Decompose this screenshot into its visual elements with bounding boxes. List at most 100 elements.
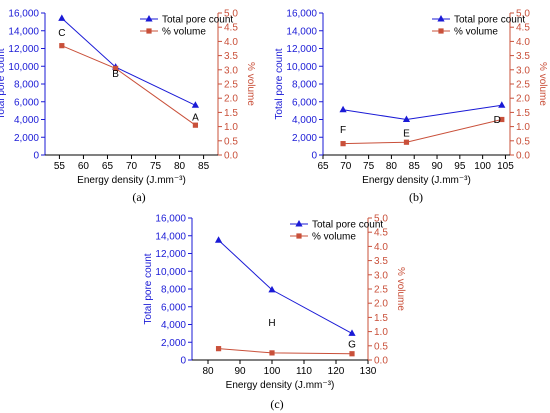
y-tick-label-left: 4,000 [292,115,317,126]
data-point-volume [269,350,275,356]
y-tick-label-right: 3.5 [224,51,238,62]
y-tick-label-right: 0.0 [516,151,530,162]
x-tick-label: 110 [296,366,312,377]
y-tick-label-left: 0 [33,151,39,162]
y-tick-label-right: 2.0 [224,94,238,105]
legend-marker-volume [296,233,302,239]
x-axis-title: Energy density (J.mm⁻³) [226,380,335,391]
y-tick-label-right: 0.5 [374,341,388,352]
y-tick-label-left: 16,000 [155,214,186,225]
series-line-pore-count [343,104,502,121]
y-tick-label-right: 4.0 [224,37,238,48]
y-tick-label-right: 0.0 [224,151,238,162]
series-line-volume [218,348,353,355]
chart-panel-1: 55 60 65 70 75 80 85 0 2,000 4,000 6,000 8,000 10,00… [0,9,256,205]
x-tick-label: 80 [386,161,398,172]
x-tick-label: 100 [474,161,491,172]
legend-label: % volume [162,27,206,38]
y-tick-label-left: 14,000 [8,26,39,37]
y-tick-label-right: 5.0 [224,9,238,20]
y-tick-label-left: 6,000 [292,97,317,108]
legend-label: Total pore count [312,220,383,231]
y-tick-label-right: 1.5 [374,313,388,324]
y-tick-label-right: 1.0 [374,327,388,338]
legend-label: % volume [454,27,498,38]
y-tick-label-left: 8,000 [161,285,186,296]
y-axis-title-left: Total pore count [0,48,7,119]
y-tick-label-right: 4.0 [374,242,388,253]
point-label: D [494,115,501,126]
data-point-pore-count [498,101,506,108]
data-point-pore-count [58,14,66,21]
legend-marker-volume [146,28,152,34]
data-point-volume [403,139,410,145]
x-tick-label: 65 [317,161,329,172]
y-tick-label-left: 6,000 [161,302,186,313]
data-point-volume [340,141,346,147]
y-tick-label-left: 12,000 [286,44,317,55]
y-tick-label-right: 4.0 [516,37,530,48]
y-tick-label-left: 12,000 [8,44,39,55]
y-tick-label-right: 3.0 [516,65,530,76]
y-axis-title-left: Total pore count [143,253,154,324]
data-point-pore-count [348,329,356,336]
x-tick-label: 130 [360,366,377,377]
x-tick-label: 55 [54,161,66,172]
panel-label: (b) [409,190,423,204]
x-tick-label: 90 [431,161,443,172]
legend-label: Total pore count [162,15,233,26]
data-point-pore-count [214,236,223,243]
x-axis-title: Energy density (J.mm⁻³) [77,175,186,186]
panel-label: (c) [270,397,283,411]
legend-marker-pore-count [437,15,445,22]
y-tick-label-left: 2,000 [292,133,317,144]
legend-label: Total pore count [454,15,525,26]
data-point-pore-count [268,285,276,293]
y-tick-label-right: 2.5 [516,80,530,91]
y-tick-label-right: 3.5 [374,256,388,267]
x-tick-label: 75 [150,161,162,172]
x-tick-label: 95 [454,161,466,172]
legend-marker-pore-count [145,15,153,22]
y-tick-label-right: 0.0 [374,356,388,367]
x-tick-label: 70 [126,161,138,172]
series-line-pore-count [218,239,353,334]
x-tick-label: 105 [497,161,514,172]
x-tick-label: 80 [202,366,214,377]
point-label: A [192,112,199,123]
series-line-volume [343,119,502,145]
data-point-volume [113,65,119,71]
data-point-pore-count [191,101,200,108]
y-axis-title-left: Total pore count [274,48,285,119]
y-tick-label-left: 10,000 [8,62,39,73]
data-point-volume [349,351,355,357]
data-point-volume [215,346,222,352]
y-tick-label-left: 2,000 [161,338,186,349]
data-point-volume [192,122,199,128]
point-label: E [403,128,410,139]
point-label: H [268,318,275,329]
y-tick-label-right: 0.5 [516,136,530,147]
y-tick-label-right: 3.5 [516,51,530,62]
y-tick-label-left: 8,000 [14,80,39,91]
y-tick-label-left: 16,000 [286,9,317,20]
data-point-pore-count [402,115,411,122]
y-tick-label-left: 0 [311,151,317,162]
x-tick-label: 60 [78,161,90,172]
y-tick-label-right: 0.5 [224,136,238,147]
x-tick-label: 85 [409,161,421,172]
y-axis-title-right: % volume [395,267,406,311]
y-tick-label-left: 14,000 [155,231,186,242]
y-tick-label-left: 14,000 [286,26,317,37]
y-tick-label-right: 2.5 [374,285,388,296]
y-axis-title-right: % volume [537,62,548,106]
legend-label: % volume [312,232,356,243]
y-tick-label-right: 3.0 [374,270,388,281]
point-label: G [348,340,356,351]
panel-label: (a) [132,190,145,204]
y-tick-label-right: 4.5 [516,23,530,34]
y-tick-label-left: 16,000 [8,9,39,20]
y-tick-label-left: 0 [180,356,186,367]
y-tick-label-left: 4,000 [161,320,186,331]
y-tick-label-right: 3.0 [224,65,238,76]
